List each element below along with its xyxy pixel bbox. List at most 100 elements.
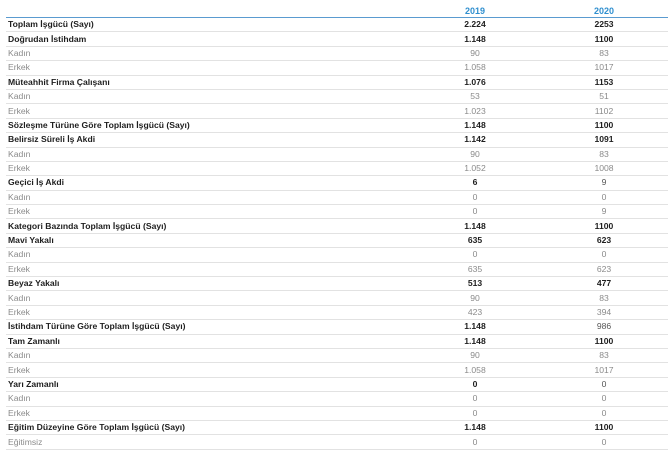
value-2020: 51 <box>540 89 668 105</box>
value-2019: 1.058 <box>410 362 540 378</box>
row-label: Erkek <box>6 362 410 378</box>
row-label: Sözleşme Türüne Göre Toplam İşgücü (Sayı… <box>6 118 410 134</box>
table-row: Tam Zamanlı 1.148 1100 <box>6 334 668 349</box>
value-2020: 0 <box>540 377 668 393</box>
table-row: Toplam İşgücü (Sayı) 2.224 2253 <box>6 17 668 33</box>
value-2020: 1102 <box>540 103 668 119</box>
table-row: Kadın 0 0 <box>6 190 668 206</box>
row-label: Kadın <box>6 190 410 206</box>
row-label: Kadın <box>6 391 410 407</box>
value-2020: 394 <box>540 305 668 321</box>
value-2019: 1.148 <box>410 334 540 349</box>
value-2020: 1091 <box>540 132 668 148</box>
table-row: Erkek 635 623 <box>6 262 668 278</box>
value-2020: 9 <box>540 175 668 191</box>
table-row: Doğrudan İstihdam 1.148 1100 <box>6 31 668 47</box>
row-label: Kadın <box>6 290 410 306</box>
row-label: Eğitimsiz <box>6 434 410 450</box>
value-2020: 1100 <box>540 31 668 47</box>
value-2020: 0 <box>540 434 668 450</box>
value-2020: 83 <box>540 147 668 162</box>
value-2020: 1017 <box>540 362 668 378</box>
value-2020: 0 <box>540 406 668 421</box>
table-row: Kadın 53 51 <box>6 89 668 105</box>
value-2020: 1008 <box>540 161 668 177</box>
value-2019: 0 <box>410 204 540 220</box>
row-label: Erkek <box>6 103 410 119</box>
value-2019: 0 <box>410 247 540 263</box>
table-row: Erkek 1.023 1102 <box>6 103 668 119</box>
value-2020: 1100 <box>540 334 668 349</box>
row-label: Belirsiz Süreli İş Akdi <box>6 132 410 148</box>
workforce-table: 2019 2020 Toplam İşgücü (Sayı) 2.224 2253 D… <box>6 4 668 450</box>
row-label: İstihdam Türüne Göre Toplam İşgücü (Sayı… <box>6 319 410 335</box>
row-label: Erkek <box>6 161 410 177</box>
value-2019: 1.148 <box>410 319 540 335</box>
row-label: Beyaz Yakalı <box>6 276 410 292</box>
value-2020: 623 <box>540 233 668 249</box>
value-2019: 423 <box>410 305 540 321</box>
value-2020: 0 <box>540 391 668 407</box>
row-label: Erkek <box>6 262 410 278</box>
value-2020: 1017 <box>540 60 668 76</box>
value-2019: 635 <box>410 262 540 278</box>
row-label: Erkek <box>6 60 410 76</box>
value-2019: 1.023 <box>410 103 540 119</box>
value-2019: 2.224 <box>410 17 540 33</box>
row-label: Tam Zamanlı <box>6 334 410 349</box>
row-label: Geçici İş Akdi <box>6 175 410 191</box>
row-label: Kadın <box>6 147 410 162</box>
table-row: Kadın 90 83 <box>6 348 668 364</box>
table-row: Erkek 1.052 1008 <box>6 161 668 177</box>
table-row: Beyaz Yakalı 513 477 <box>6 276 668 292</box>
row-label: Erkek <box>6 204 410 220</box>
row-label: Kadın <box>6 89 410 105</box>
table-row: Geçici İş Akdi 6 9 <box>6 175 668 191</box>
header-year-2019: 2019 <box>410 4 540 18</box>
table-row: Kadın 90 83 <box>6 46 668 62</box>
table-row: Kadın 0 0 <box>6 391 668 407</box>
header-row: 2019 2020 <box>6 4 668 18</box>
row-label: Yarı Zamanlı <box>6 377 410 393</box>
value-2020: 83 <box>540 46 668 62</box>
header-year-2020: 2020 <box>540 4 668 18</box>
table-row: Kadın 90 83 <box>6 290 668 306</box>
value-2020: 0 <box>540 247 668 263</box>
row-label: Kategori Bazında Toplam İşgücü (Sayı) <box>6 218 410 234</box>
value-2019: 90 <box>410 147 540 162</box>
value-2019: 1.076 <box>410 75 540 90</box>
value-2019: 90 <box>410 46 540 62</box>
value-2019: 1.052 <box>410 161 540 177</box>
table-header: 2019 2020 <box>6 4 668 18</box>
value-2019: 0 <box>410 391 540 407</box>
row-label: Mavi Yakalı <box>6 233 410 249</box>
table-row: Mavi Yakalı 635 623 <box>6 233 668 249</box>
value-2020: 83 <box>540 290 668 306</box>
value-2019: 1.142 <box>410 132 540 148</box>
value-2020: 1153 <box>540 75 668 90</box>
row-label: Eğitim Düzeyine Göre Toplam İşgücü (Sayı… <box>6 420 410 436</box>
row-label: Doğrudan İstihdam <box>6 31 410 47</box>
table-row: Erkek 1.058 1017 <box>6 60 668 76</box>
value-2020: 0 <box>540 190 668 206</box>
value-2020: 477 <box>540 276 668 292</box>
table-row: Eğitimsiz 0 0 <box>6 434 668 450</box>
row-label: Erkek <box>6 305 410 321</box>
table-row: Müteahhit Firma Çalışanı 1.076 1153 <box>6 75 668 90</box>
value-2019: 635 <box>410 233 540 249</box>
row-label: Kadın <box>6 247 410 263</box>
table-row: Yarı Zamanlı 0 0 <box>6 377 668 393</box>
value-2020: 1100 <box>540 218 668 234</box>
table-row: İstihdam Türüne Göre Toplam İşgücü (Sayı… <box>6 319 668 335</box>
header-label-cell <box>6 4 410 18</box>
value-2019: 513 <box>410 276 540 292</box>
value-2020: 1100 <box>540 420 668 436</box>
value-2019: 1.058 <box>410 60 540 76</box>
table-row: Erkek 0 0 <box>6 406 668 421</box>
value-2020: 83 <box>540 348 668 364</box>
table-row: Erkek 423 394 <box>6 305 668 321</box>
table-row: Erkek 0 9 <box>6 204 668 220</box>
table-body: Toplam İşgücü (Sayı) 2.224 2253 Doğrudan İs… <box>6 17 668 450</box>
table-row: Erkek 1.058 1017 <box>6 362 668 378</box>
row-label: Erkek <box>6 406 410 421</box>
